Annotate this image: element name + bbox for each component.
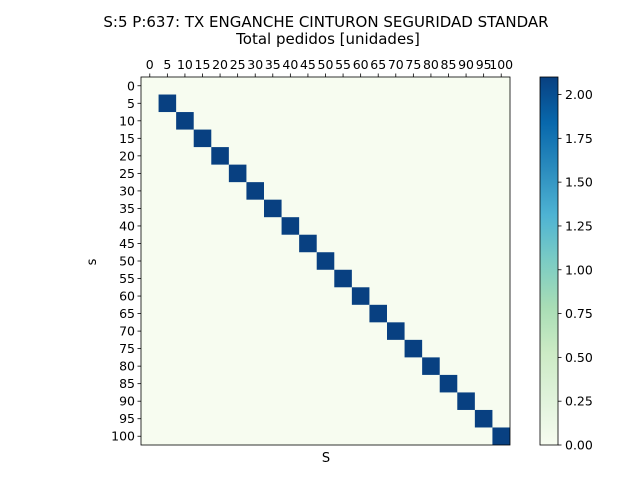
heatmap-cell [316, 252, 335, 270]
heatmap-cell [351, 287, 370, 305]
colorbar-tick-label: 1.75 [565, 131, 593, 146]
y-tick-label: 30 [119, 183, 135, 198]
y-tick-label: 40 [119, 218, 135, 233]
colorbar-tick-label: 1.00 [565, 262, 593, 277]
heatmap-cell [246, 182, 264, 200]
x-tick-label: 15 [195, 57, 211, 72]
x-tick-label: 90 [458, 57, 474, 72]
heatmap-cell [404, 339, 423, 358]
x-axis-ticks: 0 5 10 15 20 25 30 35 40 45 50 55 60 65 70 75 80 85 90 9510… [146, 57, 513, 77]
heatmap-cell [387, 322, 405, 340]
heatmap-cell [474, 409, 493, 428]
y-tick-label: 5 [127, 96, 135, 111]
heatmap-plot-area [140, 76, 511, 446]
x-tick-label: 85 [441, 57, 457, 72]
x-tick-label: 5 [163, 57, 171, 72]
colorbar-tick-label: 1.50 [565, 175, 593, 190]
x-tick-label: 50 [318, 57, 334, 72]
colorbar-tick-label: 0.00 [565, 438, 593, 453]
heatmap-cell [334, 269, 352, 288]
heatmap-cell [211, 147, 229, 165]
x-tick-label: 45 [300, 57, 316, 72]
x-tick-label: 10 [177, 57, 193, 72]
y-tick-label: 20 [119, 148, 135, 163]
x-tick-label: 40 [282, 57, 298, 72]
colorbar-tick-label: 2.00 [565, 87, 593, 102]
y-tick-label: 35 [119, 201, 135, 216]
chart-subtitle: Total pedidos [unidades] [235, 30, 420, 48]
heatmap-cell [176, 112, 194, 130]
x-tick-label: 65 [370, 57, 386, 72]
y-axis-ticks: 0 5 10 15 20 25 30 35 40 45 50 55 60 65 70 75 80 85 90 95 10… [111, 78, 141, 444]
x-tick-label: 60 [353, 57, 369, 72]
heatmap-cell [193, 129, 212, 148]
y-tick-label: 90 [119, 394, 135, 409]
heatmap-cell [492, 427, 510, 445]
x-tick-label: 20 [212, 57, 228, 72]
y-axis-label: s [85, 258, 100, 265]
heatmap-cell [439, 374, 458, 393]
y-tick-label: 0 [127, 78, 135, 93]
y-tick-label: 85 [119, 376, 135, 391]
y-tick-label: 70 [119, 324, 135, 339]
y-tick-label: 75 [119, 341, 135, 356]
y-tick-label: 15 [119, 131, 135, 146]
heatmap-cell [281, 217, 300, 235]
y-tick-label: 55 [119, 271, 135, 286]
x-tick-label: 100 [489, 57, 513, 72]
heatmap-cell [228, 164, 247, 183]
y-tick-label: 50 [119, 254, 135, 269]
chart-title: S:5 P:637: TX ENGANCHE CINTURON SEGURIDA… [103, 13, 548, 31]
y-tick-label: 100 [111, 429, 135, 444]
heatmap-cell [369, 304, 387, 323]
x-tick-label: 95 [476, 57, 492, 72]
x-tick-label: 75 [405, 57, 421, 72]
y-tick-label: 65 [119, 306, 135, 321]
x-tick-label: 70 [388, 57, 404, 72]
x-tick-label: 30 [247, 57, 263, 72]
colorbar-tick-label: 0.75 [565, 306, 593, 321]
x-tick-label: 0 [146, 57, 154, 72]
colorbar-tick-label: 0.50 [565, 350, 593, 365]
heatmap-cell [457, 392, 475, 410]
y-tick-label: 45 [119, 236, 135, 251]
heatmap-cell [299, 234, 317, 253]
colorbar [539, 76, 559, 446]
heatmap-cell [422, 357, 440, 375]
heatmap-cell [158, 94, 177, 113]
colorbar-tick-label: 0.25 [565, 394, 593, 409]
y-tick-label: 60 [119, 289, 135, 304]
colorbar-tick-label: 1.25 [565, 218, 593, 233]
y-tick-label: 80 [119, 359, 135, 374]
x-tick-label: 80 [423, 57, 439, 72]
x-axis-label: S [322, 451, 330, 466]
x-tick-label: 35 [265, 57, 281, 72]
y-tick-label: 10 [119, 113, 135, 128]
y-tick-label: 25 [119, 166, 135, 181]
y-tick-label: 95 [119, 411, 135, 426]
heatmap-cell [141, 77, 159, 95]
colorbar-ticks: 0.00 0.25 0.50 0.75 1.00 1.25 1.50 1.75 2.00 [558, 87, 593, 453]
x-tick-label: 55 [335, 57, 351, 72]
heatmap-cell [264, 199, 282, 218]
x-tick-label: 25 [230, 57, 246, 72]
